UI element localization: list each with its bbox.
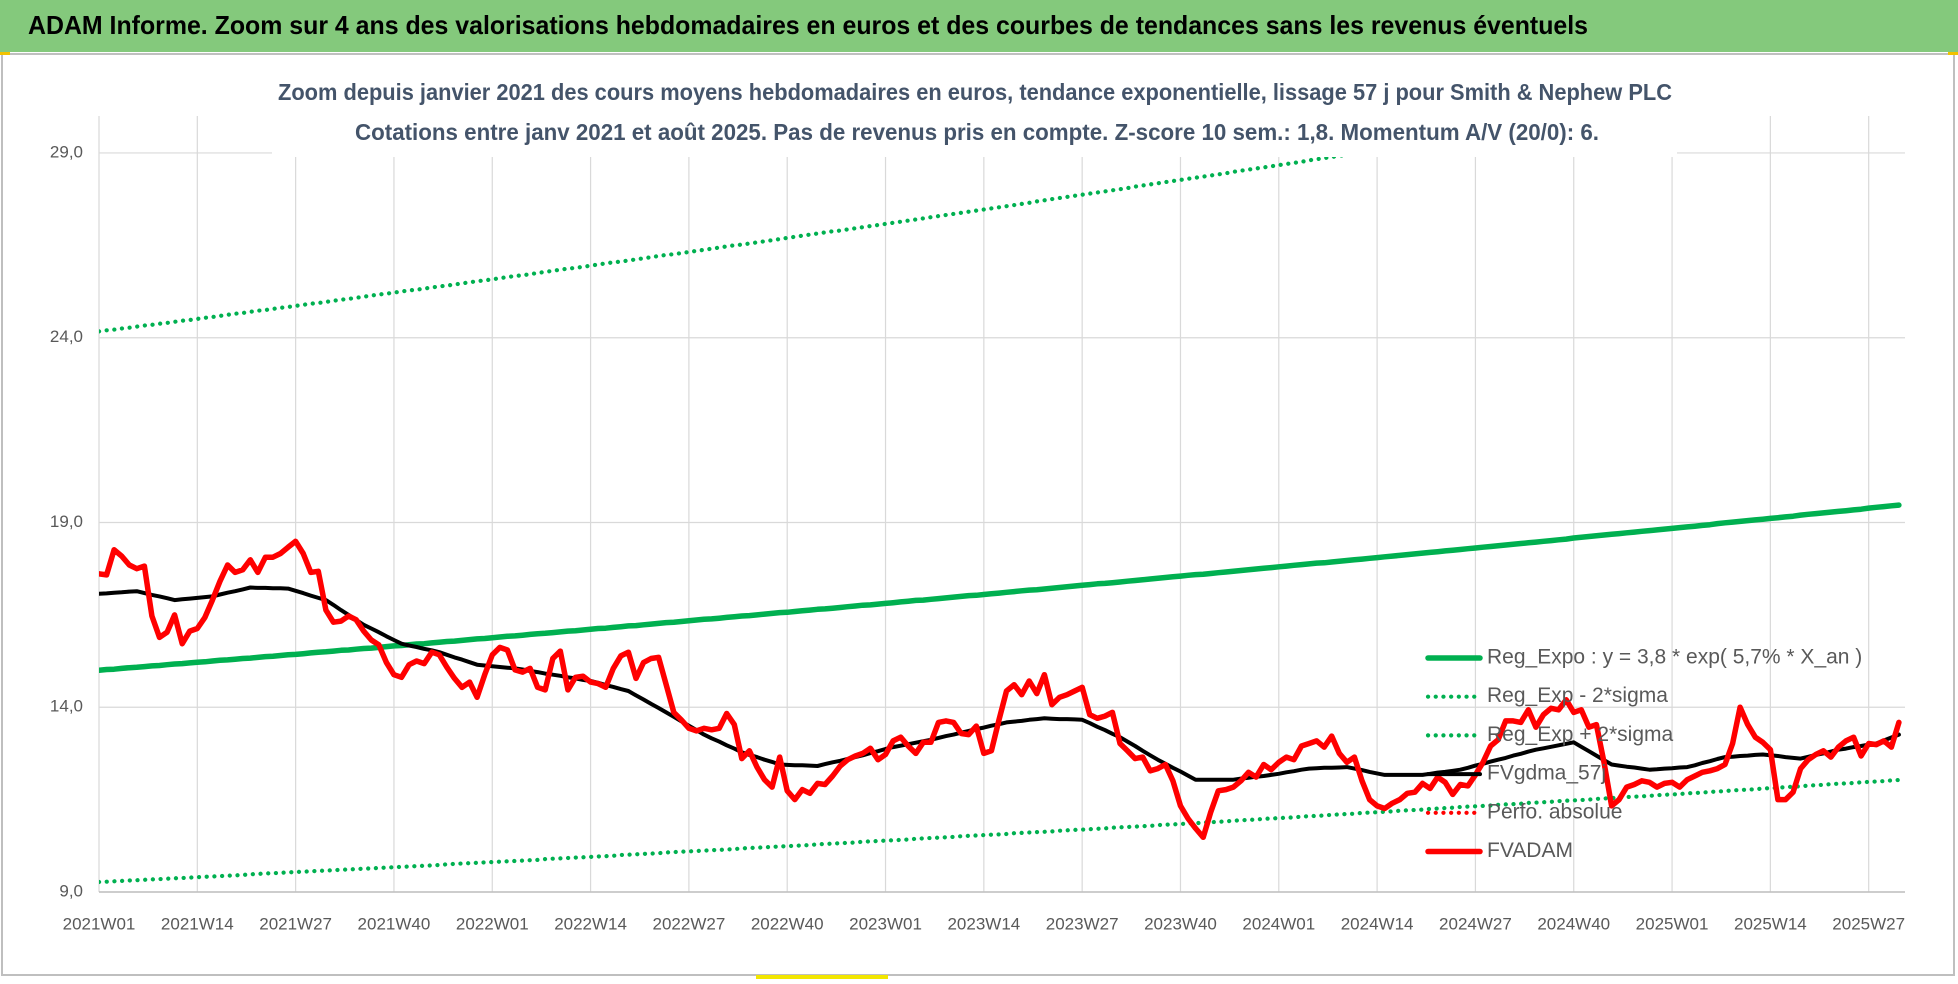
grid <box>98 116 1905 893</box>
series-line <box>99 777 1901 885</box>
x-tick-label: 2022W14 <box>554 914 627 933</box>
subtitle-box <box>272 76 1677 157</box>
legend-label: Reg_Expo : y = 3,8 * exp( 5,7% * X_an ) <box>1487 646 1862 669</box>
axes: 9,0 14,0 19,0 24,0 29,0 2021W01 2021W14 2021W27… <box>50 142 1905 933</box>
x-tick-label: 2023W01 <box>849 914 922 933</box>
chart-title: ADAM Informe. Zoom sur 4 ans des valoris… <box>28 10 1588 40</box>
x-tick-label: 2021W27 <box>259 914 332 933</box>
x-tick-label: 2024W27 <box>1439 914 1512 933</box>
legend-label: FVgdma_57j <box>1487 762 1606 785</box>
series-line <box>99 538 1902 841</box>
subtitle: Cotations entre janv 2021 et août 2025. … <box>355 119 1599 145</box>
x-tick-label: 2023W14 <box>947 914 1020 933</box>
x-tick-label: 2025W27 <box>1832 914 1905 933</box>
y-tick-label: 19,0 <box>50 512 83 531</box>
x-tick-label: 2024W01 <box>1242 914 1315 933</box>
x-tick-label: 2023W27 <box>1046 914 1119 933</box>
x-tick-label: 2024W14 <box>1341 914 1414 933</box>
corner-mark <box>0 52 10 55</box>
chart-frame <box>1 53 1955 976</box>
subtitle: Zoom depuis janvier 2021 des cours moyen… <box>278 79 1672 105</box>
x-tick-label: 2025W14 <box>1734 914 1807 933</box>
x-tick-label: 2021W40 <box>358 914 431 933</box>
x-tick-label: 2022W01 <box>456 914 529 933</box>
x-tick-label: 2021W01 <box>63 914 136 933</box>
legend-label: Reg_Exp + 2*sigma <box>1487 723 1674 746</box>
legend: Reg_Expo : y = 3,8 * exp( 5,7% * X_an ) R… <box>1425 646 1862 862</box>
x-tick-label: 2022W27 <box>653 914 726 933</box>
y-tick-label: 9,0 <box>59 881 83 900</box>
title-banner <box>0 0 1958 52</box>
y-tick-label: 29,0 <box>50 142 83 161</box>
series-line <box>99 502 1902 674</box>
x-tick-label: 2025W01 <box>1636 914 1709 933</box>
corner-mark <box>1948 52 1958 55</box>
legend-label: Reg_Exp - 2*sigma <box>1487 684 1668 707</box>
legend-label: FVADAM <box>1487 839 1573 862</box>
legend-label: Perfo. absolue <box>1487 800 1622 823</box>
x-tick-label: 2023W40 <box>1144 914 1217 933</box>
bottom-mark <box>756 975 888 979</box>
y-tick-label: 14,0 <box>50 697 83 716</box>
x-tick-label: 2022W40 <box>751 914 824 933</box>
x-tick-label: 2024W40 <box>1537 914 1610 933</box>
x-tick-label: 2021W14 <box>161 914 234 933</box>
y-tick-label: 24,0 <box>50 327 83 346</box>
